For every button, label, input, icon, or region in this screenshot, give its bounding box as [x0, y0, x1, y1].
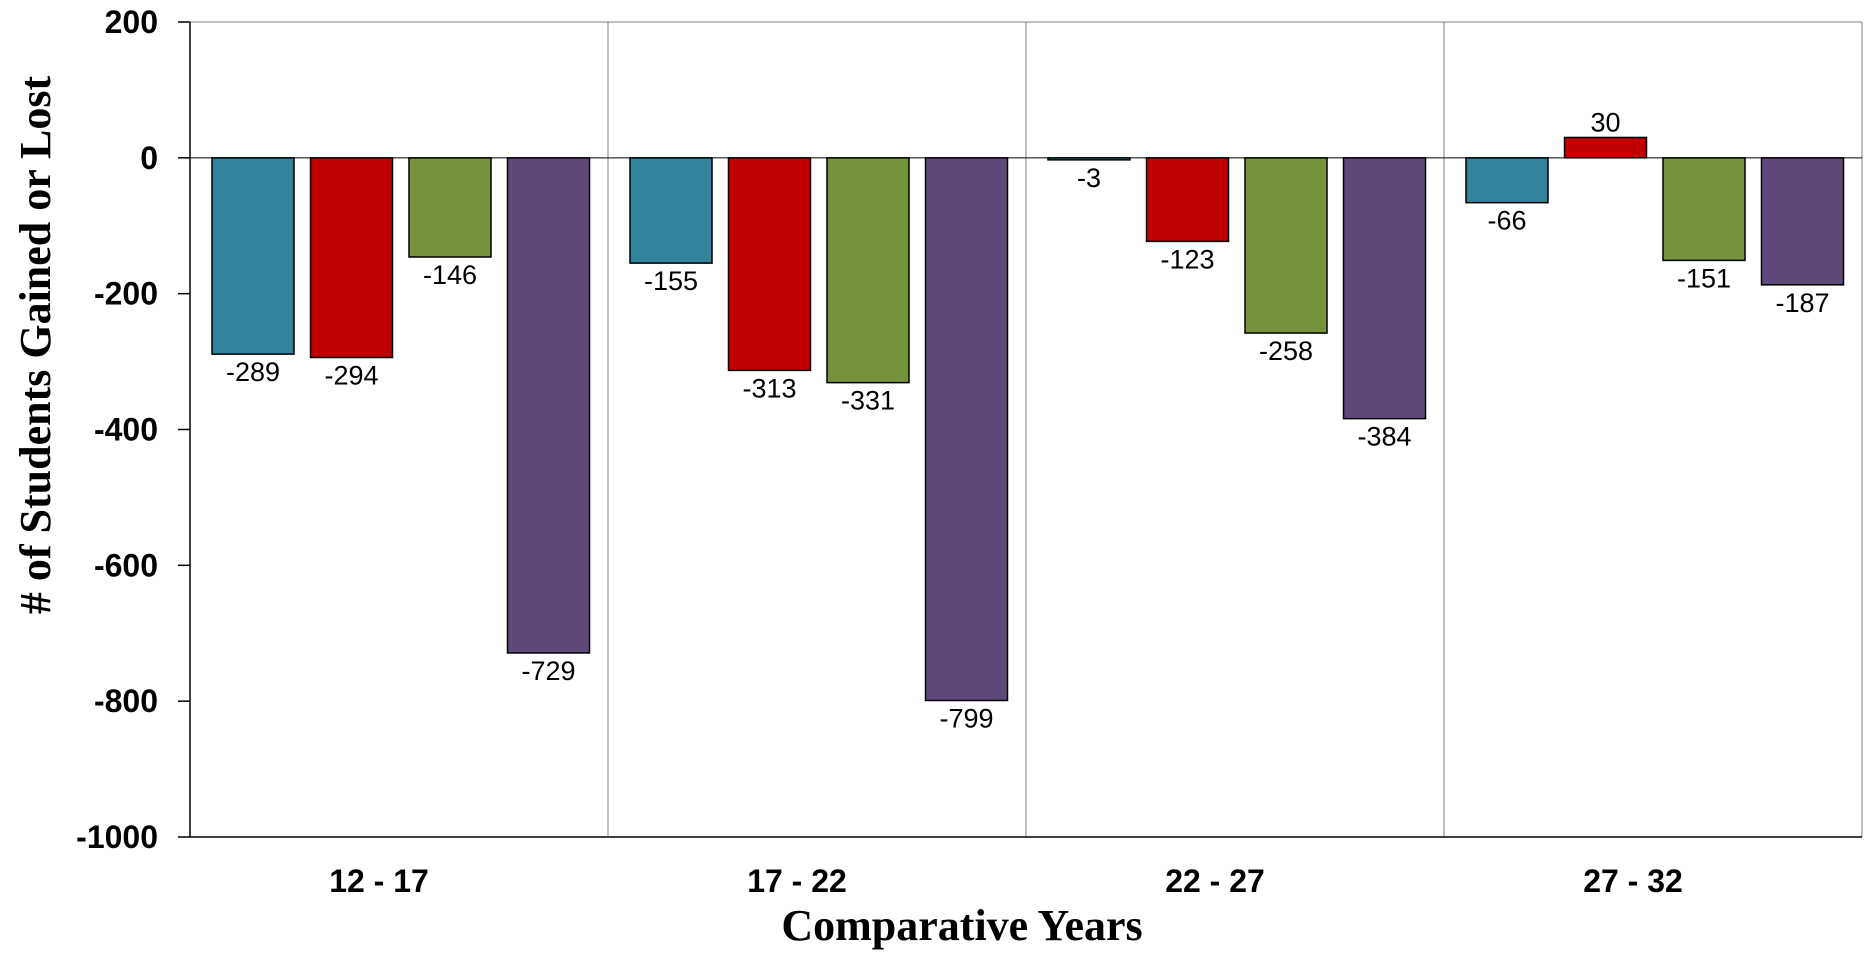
data-label: -146	[423, 260, 477, 290]
data-label: -289	[226, 357, 280, 387]
y-tick-labels: 200 0 -200 -400 -600 -800 -1000	[76, 4, 158, 855]
y-tick-label: 0	[140, 140, 158, 176]
data-label: -331	[841, 386, 895, 416]
data-label: -294	[324, 361, 378, 391]
bar	[826, 157, 910, 384]
bar	[1563, 136, 1648, 159]
bar	[506, 157, 591, 654]
data-label: -151	[1677, 263, 1731, 293]
x-category-label: 27 - 32	[1583, 863, 1683, 899]
bar	[1465, 157, 1549, 204]
data-label: -155	[644, 266, 698, 296]
x-category-label: 22 - 27	[1165, 863, 1265, 899]
bar	[1244, 157, 1328, 334]
bar	[727, 157, 812, 372]
bar	[211, 157, 295, 355]
data-label: -3	[1077, 163, 1101, 193]
data-label: -729	[521, 656, 575, 686]
y-tick-label: -200	[94, 276, 158, 312]
data-label: -187	[1775, 288, 1829, 318]
data-label: -258	[1259, 336, 1313, 366]
bar	[924, 157, 1009, 702]
axes	[178, 21, 1862, 838]
x-category-label: 12 - 17	[329, 863, 429, 899]
bar	[1760, 157, 1845, 286]
data-label: -123	[1160, 244, 1214, 274]
data-label: -384	[1357, 422, 1411, 452]
y-axis-title: # of Students Gained or Lost	[11, 76, 60, 615]
y-tick-label: -1000	[76, 819, 158, 855]
x-axis-title: Comparative Years	[781, 901, 1142, 950]
x-category-label: 17 - 22	[747, 863, 847, 899]
data-label: -799	[939, 703, 993, 733]
bar	[408, 157, 492, 258]
data-label: -66	[1487, 206, 1526, 236]
bars	[211, 136, 1845, 702]
data-label: 30	[1590, 107, 1620, 137]
bar	[1342, 157, 1427, 420]
bar	[1145, 157, 1230, 243]
y-tick-label: 200	[105, 4, 158, 40]
bar	[309, 157, 394, 359]
bar	[629, 157, 713, 264]
data-labels: -289 -155 -3 -66 -294 -313 -123 30 -146 -331 -258 -…	[226, 107, 1830, 733]
y-tick-label: -400	[94, 412, 158, 448]
y-tick-label: -800	[94, 683, 158, 719]
bar	[1662, 157, 1746, 262]
data-label: -313	[742, 373, 796, 403]
y-tick-label: -600	[94, 547, 158, 583]
x-category-labels: 12 - 17 17 - 22 22 - 27 27 - 32	[329, 863, 1683, 899]
